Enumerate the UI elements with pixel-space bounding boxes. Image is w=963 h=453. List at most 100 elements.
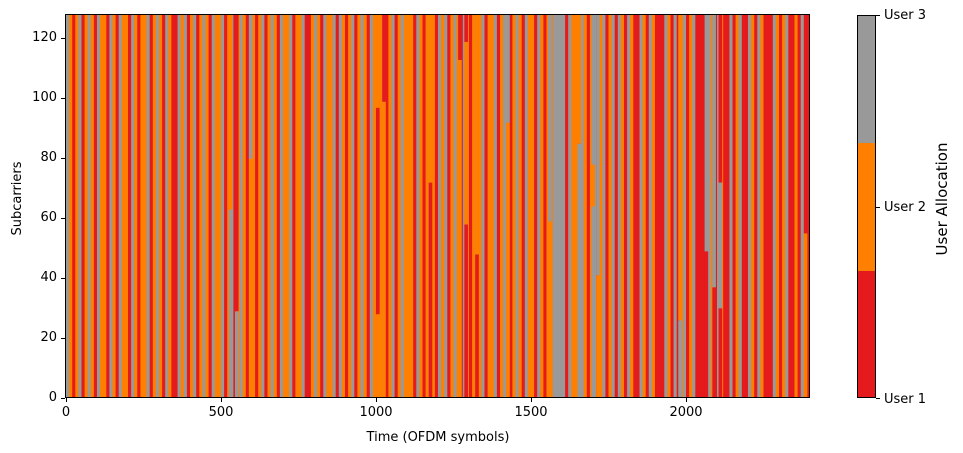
allocation-column xyxy=(174,15,179,398)
allocation-column xyxy=(276,15,281,398)
allocation-column xyxy=(165,15,169,398)
allocation-column xyxy=(627,15,631,398)
allocation-column xyxy=(651,15,656,398)
allocation-column xyxy=(527,15,532,398)
allocation-column xyxy=(310,15,315,398)
allocation-column xyxy=(391,15,396,398)
allocation-column xyxy=(152,15,157,398)
allocation-column xyxy=(800,15,805,398)
x-tick-1000 xyxy=(376,398,377,402)
allocation-column xyxy=(531,15,535,398)
allocation-column xyxy=(540,15,544,398)
allocation-column xyxy=(431,15,436,398)
y-tick-60 xyxy=(61,218,65,219)
allocation-column xyxy=(673,15,678,398)
allocation-segment xyxy=(382,15,386,102)
allocation-column xyxy=(791,15,795,398)
allocation-column xyxy=(661,15,665,398)
allocation-column xyxy=(314,15,318,398)
allocation-column xyxy=(301,15,306,398)
allocation-column xyxy=(537,15,541,398)
allocation-column xyxy=(738,15,743,398)
allocation-column xyxy=(205,15,210,398)
y-tick-label-20: 20 xyxy=(40,330,57,345)
allocation-column xyxy=(369,15,374,398)
allocation-column xyxy=(75,15,79,398)
allocation-segment xyxy=(228,15,233,210)
colorbar-title-text: User Allocation xyxy=(933,142,951,256)
allocation-column xyxy=(295,15,299,398)
allocation-column xyxy=(90,15,95,398)
allocation-column xyxy=(366,15,371,398)
allocation-column xyxy=(574,15,578,398)
allocation-column xyxy=(472,15,476,398)
allocation-column xyxy=(121,15,126,398)
allocation-column xyxy=(518,15,523,398)
colorbar-user3-segment xyxy=(858,16,875,143)
allocation-column xyxy=(772,15,777,398)
allocation-column xyxy=(97,15,101,398)
allocation-column xyxy=(385,15,389,398)
allocation-column xyxy=(351,15,355,398)
allocation-column xyxy=(190,15,194,398)
allocation-segment xyxy=(376,15,380,108)
allocation-column xyxy=(450,15,454,398)
allocation-column xyxy=(261,15,265,398)
allocation-segment xyxy=(591,206,596,398)
allocation-segment xyxy=(596,15,600,276)
allocation-column xyxy=(341,15,346,398)
allocation-column xyxy=(162,15,166,398)
allocation-column xyxy=(571,15,575,398)
allocation-segment xyxy=(718,182,723,309)
y-axis-label: Subcarriers xyxy=(10,124,25,235)
allocation-column xyxy=(692,15,696,398)
y-tick-label-80: 80 xyxy=(40,150,57,165)
colorbar-user1-segment xyxy=(858,271,875,397)
allocation-segment xyxy=(803,233,808,398)
allocation-column xyxy=(357,15,361,398)
allocation-column xyxy=(193,15,197,398)
allocation-column xyxy=(732,15,737,398)
allocation-column xyxy=(255,15,259,398)
allocation-column xyxy=(555,15,560,398)
allocation-column xyxy=(100,15,104,398)
allocation-column xyxy=(782,15,786,398)
allocation-column xyxy=(78,15,82,398)
allocation-column xyxy=(196,15,200,398)
allocation-column xyxy=(583,15,588,398)
allocation-segment xyxy=(596,275,600,398)
allocation-column xyxy=(214,15,219,398)
allocation-column xyxy=(304,15,309,398)
allocation-column xyxy=(493,15,498,398)
allocation-column xyxy=(211,15,216,398)
allocation-column xyxy=(751,15,755,398)
y-tick-40 xyxy=(61,278,65,279)
colorbar-tick-user1 xyxy=(876,398,880,399)
y-axis-label-text: Subcarriers xyxy=(10,161,25,236)
allocation-column xyxy=(453,15,458,398)
allocation-column xyxy=(81,15,86,398)
allocation-column xyxy=(735,15,740,398)
x-tick-1500 xyxy=(531,398,532,402)
allocation-column xyxy=(760,15,764,398)
allocation-column xyxy=(645,15,650,398)
allocation-column xyxy=(642,15,647,398)
allocation-column xyxy=(534,15,538,398)
allocation-segment xyxy=(704,15,709,252)
allocation-column xyxy=(797,15,802,398)
allocation-segment xyxy=(704,251,709,398)
allocation-column xyxy=(354,15,358,398)
allocation-column xyxy=(124,15,129,398)
allocation-column xyxy=(252,15,256,398)
allocation-segment xyxy=(228,209,233,398)
allocation-segment xyxy=(803,15,808,234)
allocation-column xyxy=(695,15,699,398)
allocation-column xyxy=(242,15,247,398)
allocation-column xyxy=(199,15,203,398)
y-tick-80 xyxy=(61,158,65,159)
allocation-column xyxy=(620,15,625,398)
colorbar-tick-user2 xyxy=(876,207,880,208)
x-tick-label-0: 0 xyxy=(61,405,71,420)
allocation-segment xyxy=(678,320,682,398)
allocation-column xyxy=(552,15,557,398)
